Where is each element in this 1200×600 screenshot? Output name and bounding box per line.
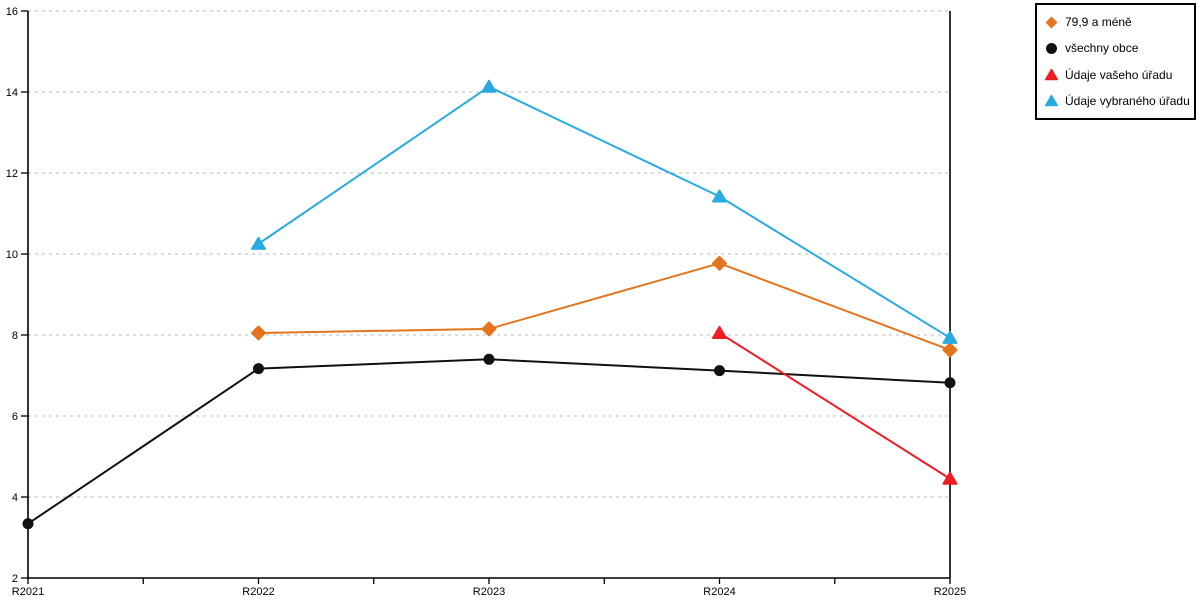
- legend-item-3: Údaje vašeho úřadu: [1045, 68, 1194, 82]
- y-tick-label: 10: [6, 249, 18, 261]
- data-point-marker: [712, 255, 727, 271]
- legend-label: 79,9 a méně: [1065, 15, 1132, 30]
- y-tick-label: 2: [12, 573, 18, 585]
- data-point-marker: [942, 330, 958, 344]
- y-tick-label: 12: [6, 168, 18, 180]
- y-tick-label: 8: [12, 330, 18, 342]
- x-tick-label: R2023: [473, 586, 505, 598]
- legend-triangle-icon: [1045, 68, 1058, 81]
- data-point-marker: [251, 325, 266, 341]
- data-point-marker: [481, 79, 497, 93]
- x-tick-label: R2022: [242, 586, 274, 598]
- data-point-marker: [942, 471, 958, 485]
- legend-label: Údaje vybraného úřadu: [1065, 93, 1190, 108]
- data-point-marker: [712, 189, 727, 203]
- y-tick-label: 14: [6, 87, 18, 99]
- legend-circle-icon: [1046, 42, 1057, 54]
- legend-diamond-icon: [1045, 16, 1058, 29]
- legend-label: Údaje vašeho úřadu: [1065, 67, 1173, 82]
- data-point-marker: [481, 321, 497, 337]
- legend-item-4: Údaje vybraného úřadu: [1045, 94, 1194, 108]
- data-point-marker: [712, 325, 727, 339]
- legend-triangle-icon: [1045, 95, 1058, 107]
- data-point-marker: [253, 363, 264, 375]
- data-point-marker: [251, 236, 266, 250]
- y-tick-label: 6: [12, 411, 18, 423]
- data-point-marker: [483, 353, 495, 365]
- series-line-triangle: [257, 85, 951, 339]
- series-line-diamond: [258, 262, 951, 351]
- series-line-triangle: [718, 332, 951, 480]
- data-point-marker: [22, 518, 34, 530]
- x-tick-label: R2025: [934, 586, 966, 598]
- x-tick-label: R2024: [703, 586, 735, 598]
- y-tick-label: 16: [6, 6, 18, 18]
- y-tick-label: 4: [12, 492, 18, 504]
- legend-label: všechny obce: [1065, 41, 1139, 56]
- series-line-circle: [27, 358, 951, 525]
- x-tick-label: R2021: [12, 586, 44, 598]
- data-point-marker: [942, 342, 958, 358]
- legend-item-2: všechny obce: [1045, 41, 1194, 55]
- data-point-marker: [714, 365, 725, 377]
- legend-item-1: 79,9 a méně: [1045, 15, 1194, 29]
- data-point-marker: [944, 377, 956, 389]
- chart-legend: 79,9 a méně všechny obce Údaje vašeho úřad…: [1035, 3, 1196, 120]
